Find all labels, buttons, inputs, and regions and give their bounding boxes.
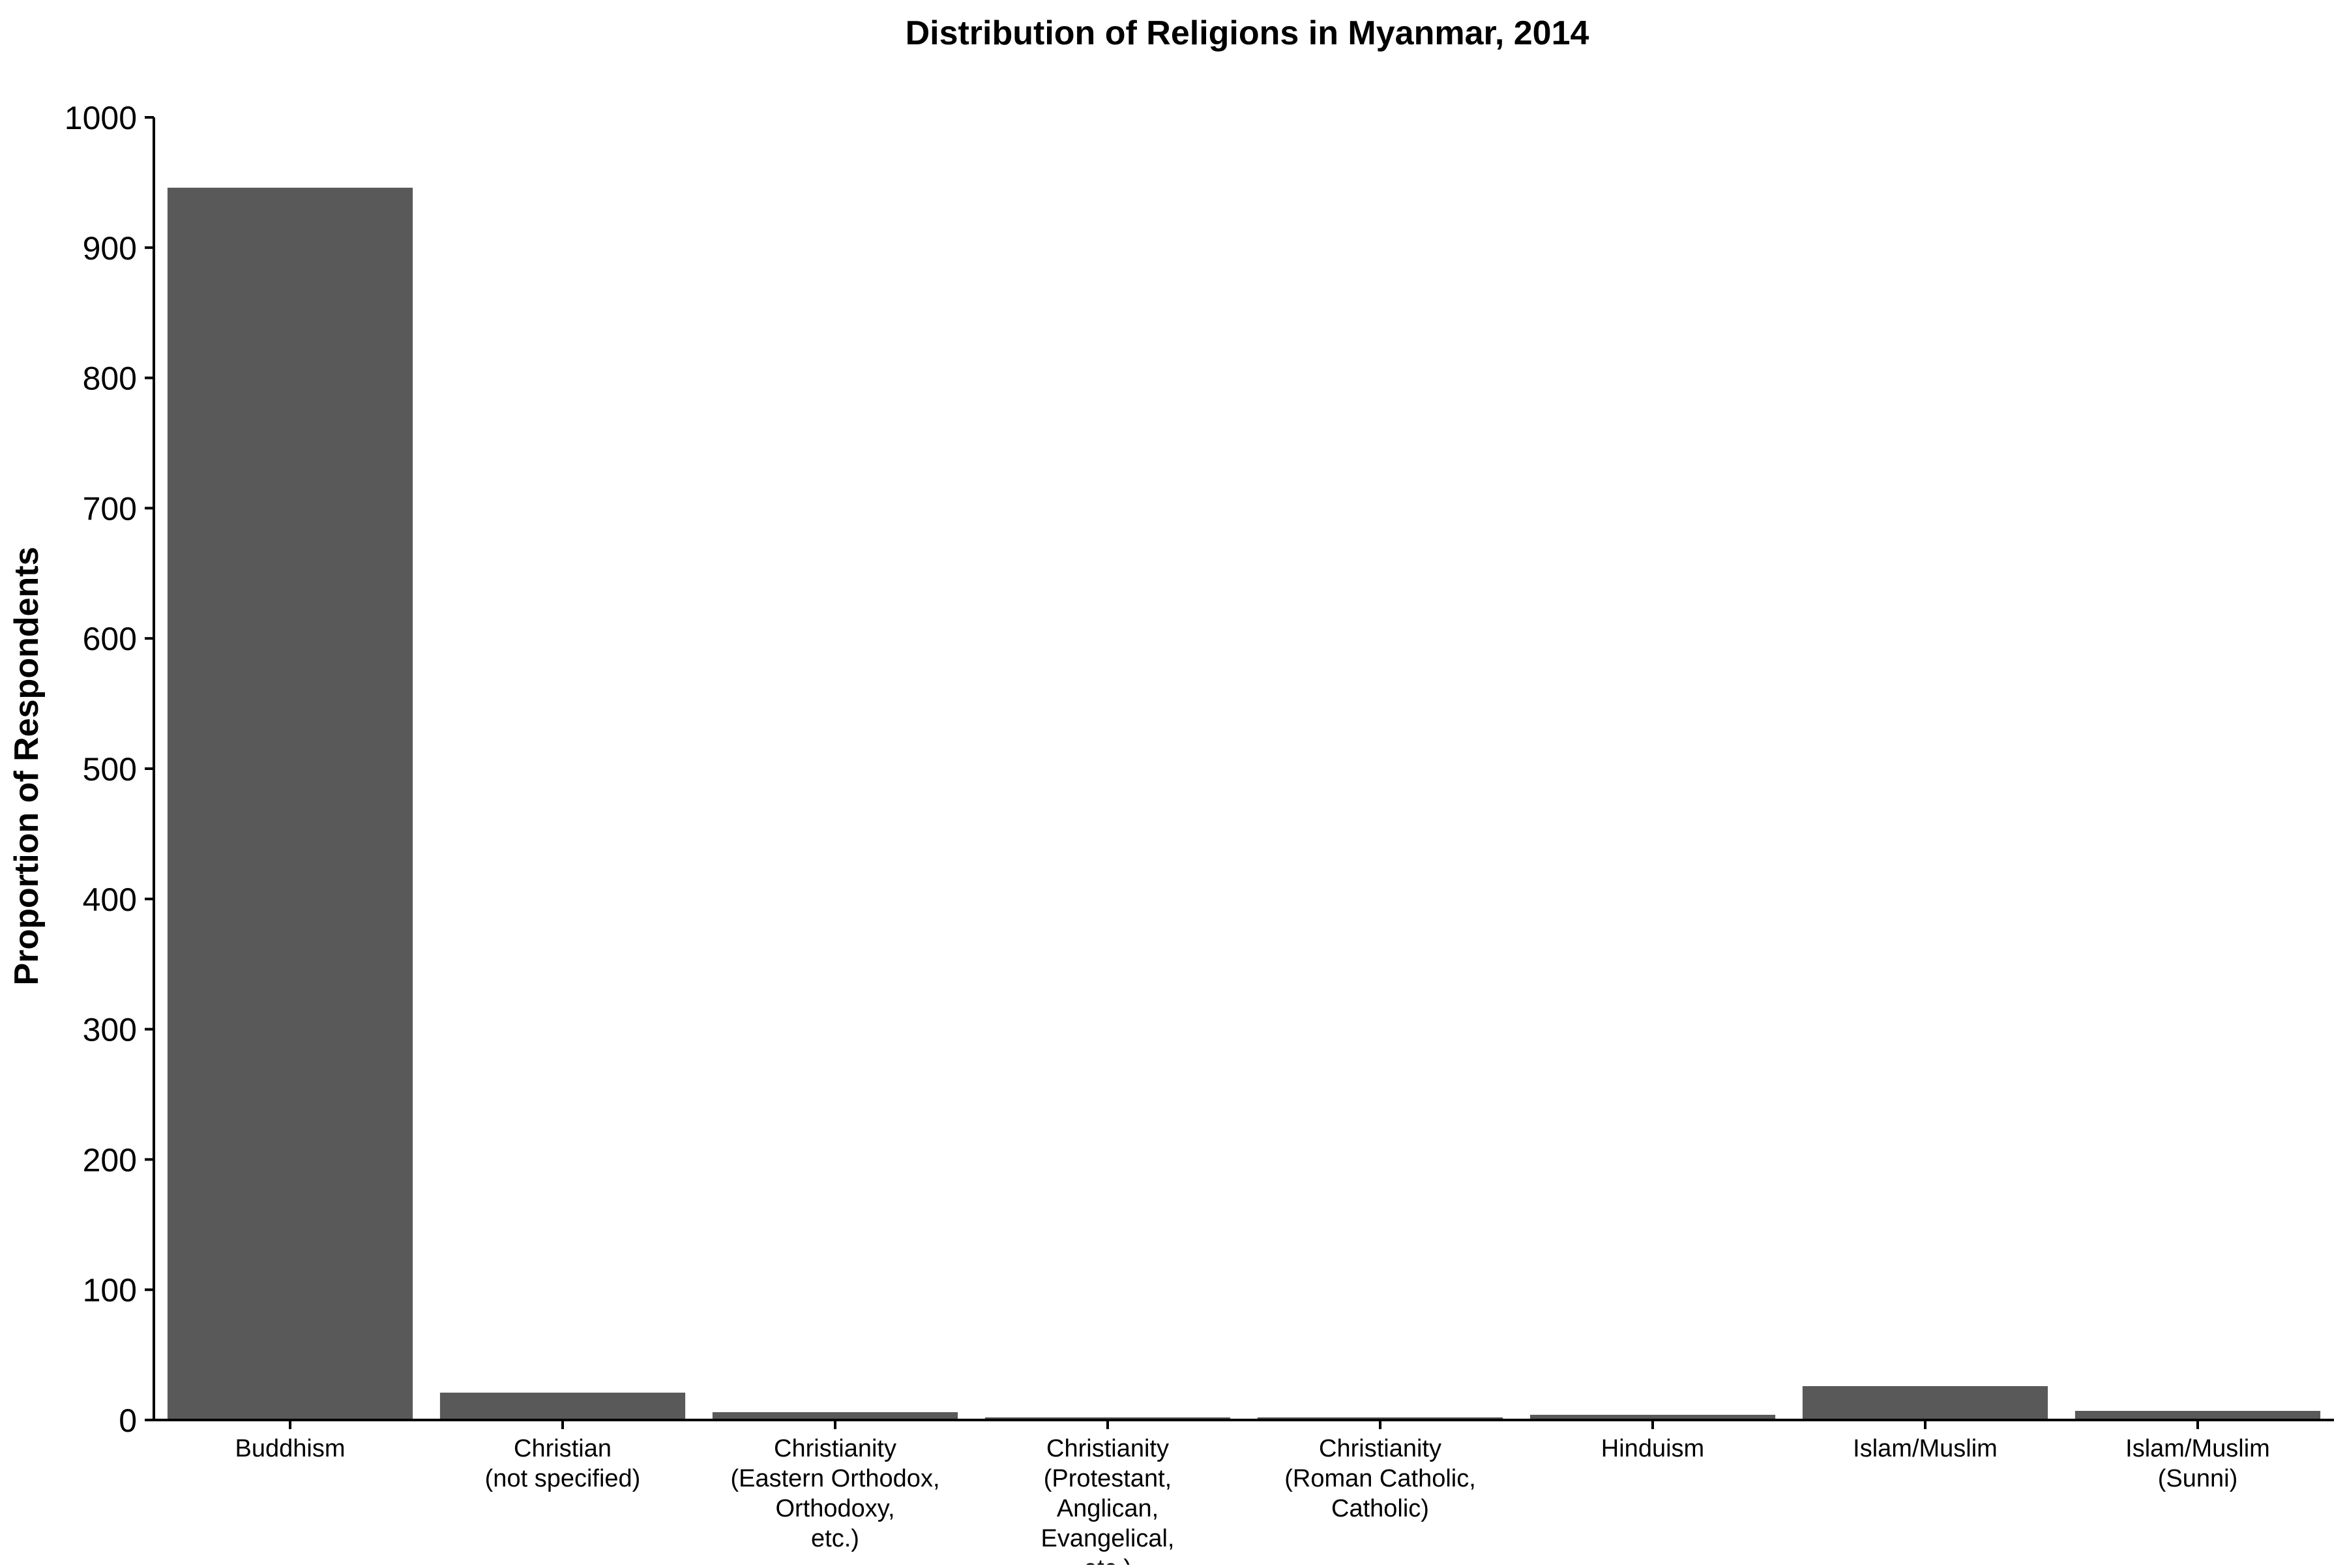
x-tick-label-line: etc.) <box>811 1525 859 1552</box>
x-tick-label-line: (Sunni) <box>2158 1465 2238 1492</box>
y-tick-label: 400 <box>83 881 137 918</box>
x-tick-label-line: (Protestant, <box>1044 1465 1172 1492</box>
y-tick-label: 600 <box>83 621 137 657</box>
x-tick-label-line: Christianity <box>774 1435 896 1462</box>
bars-layer <box>167 187 2321 1421</box>
y-tick-label: 900 <box>83 230 137 267</box>
y-tick-label: 700 <box>83 490 137 527</box>
x-tick-label-line: (not specified) <box>485 1465 641 1492</box>
bar-6 <box>1802 1386 2048 1420</box>
bar-0 <box>167 187 413 1421</box>
x-tick-label-line: Evangelical, <box>1041 1525 1175 1552</box>
x-tick-label-line: (Roman Catholic, <box>1284 1465 1476 1492</box>
bar-1 <box>439 1393 686 1420</box>
x-tick-label: Christian (not specified) <box>485 1435 641 1492</box>
x-tick-label-line: Islam/Muslim <box>1853 1435 1998 1462</box>
y-axis-label: Proportion of Respondents <box>8 546 46 985</box>
y-tick-label: 100 <box>83 1272 137 1309</box>
y-tick-label: 1000 <box>65 100 137 136</box>
x-axis: Buddhism Christian (not specified)Christia… <box>153 1419 2334 1568</box>
x-tick-label: Christianity (Roman Catholic, Catholic) <box>1284 1435 1476 1522</box>
chart-title: Distribution of Religions in Myanmar, 20… <box>906 14 1589 52</box>
x-tick-label-line: Islam/Muslim <box>2125 1435 2270 1462</box>
y-tick-label: 500 <box>83 751 137 788</box>
x-tick-label-line: Catholic) <box>1331 1495 1429 1522</box>
bar-7 <box>2074 1411 2321 1420</box>
x-tick-label-line: Buddhism <box>235 1435 346 1462</box>
x-tick-label-line: (Eastern Orthodox, <box>730 1465 939 1492</box>
x-tick-label: Islam/Muslim <box>1853 1435 1998 1462</box>
x-tick-label-line: Christianity <box>1319 1435 1441 1462</box>
y-tick-label: 300 <box>83 1012 137 1048</box>
bar-2 <box>712 1412 958 1420</box>
x-tick-label-line: Christian <box>514 1435 612 1462</box>
y-tick-label: 800 <box>83 361 137 397</box>
bar-5 <box>1529 1415 1776 1420</box>
x-tick-label-line: Christianity <box>1046 1435 1169 1462</box>
y-tick-label: 200 <box>83 1142 137 1178</box>
x-tick-label: Buddhism <box>235 1435 346 1462</box>
x-tick-label-line: Anglican, <box>1057 1495 1159 1522</box>
y-tick-label: 0 <box>119 1402 137 1439</box>
x-tick-label: Christianity (Protestant, Anglican, Evangel… <box>1041 1435 1175 1565</box>
x-tick-label: Hinduism <box>1601 1435 1704 1462</box>
x-tick-label: Islam/Muslim (Sunni) <box>2125 1435 2270 1492</box>
x-tick-label-line: Hinduism <box>1601 1435 1704 1462</box>
x-tick-label-line: etc.) <box>1084 1555 1132 1565</box>
x-tick-label-line: Orthodoxy, <box>775 1495 894 1522</box>
y-axis: 0 100 200 300 400 500 600 700 800 900 1000 <box>65 100 155 1439</box>
x-tick-label: Christianity (Eastern Orthodox, Orthodoxy,… <box>730 1435 939 1552</box>
